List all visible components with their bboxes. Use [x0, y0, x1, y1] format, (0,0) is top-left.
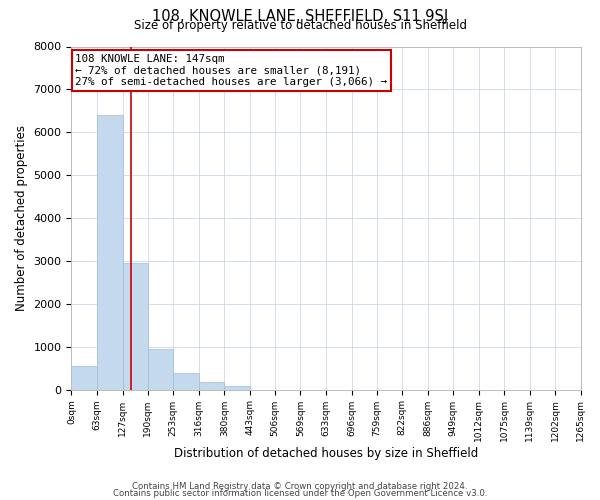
Text: Size of property relative to detached houses in Sheffield: Size of property relative to detached ho… [133, 19, 467, 32]
Text: 108, KNOWLE LANE, SHEFFIELD, S11 9SJ: 108, KNOWLE LANE, SHEFFIELD, S11 9SJ [152, 9, 448, 24]
Bar [224, 386, 250, 390]
Text: 108 KNOWLE LANE: 147sqm
← 72% of detached houses are smaller (8,191)
27% of semi: 108 KNOWLE LANE: 147sqm ← 72% of detache… [76, 54, 388, 88]
Bar [173, 374, 199, 390]
X-axis label: Distribution of detached houses by size in Sheffield: Distribution of detached houses by size … [174, 447, 478, 460]
Bar [71, 366, 97, 390]
Bar [148, 349, 173, 390]
Y-axis label: Number of detached properties: Number of detached properties [15, 125, 28, 311]
Text: Contains public sector information licensed under the Open Government Licence v3: Contains public sector information licen… [113, 489, 487, 498]
Bar [122, 263, 148, 390]
Bar [199, 382, 224, 390]
Bar [97, 115, 122, 390]
Text: Contains HM Land Registry data © Crown copyright and database right 2024.: Contains HM Land Registry data © Crown c… [132, 482, 468, 491]
